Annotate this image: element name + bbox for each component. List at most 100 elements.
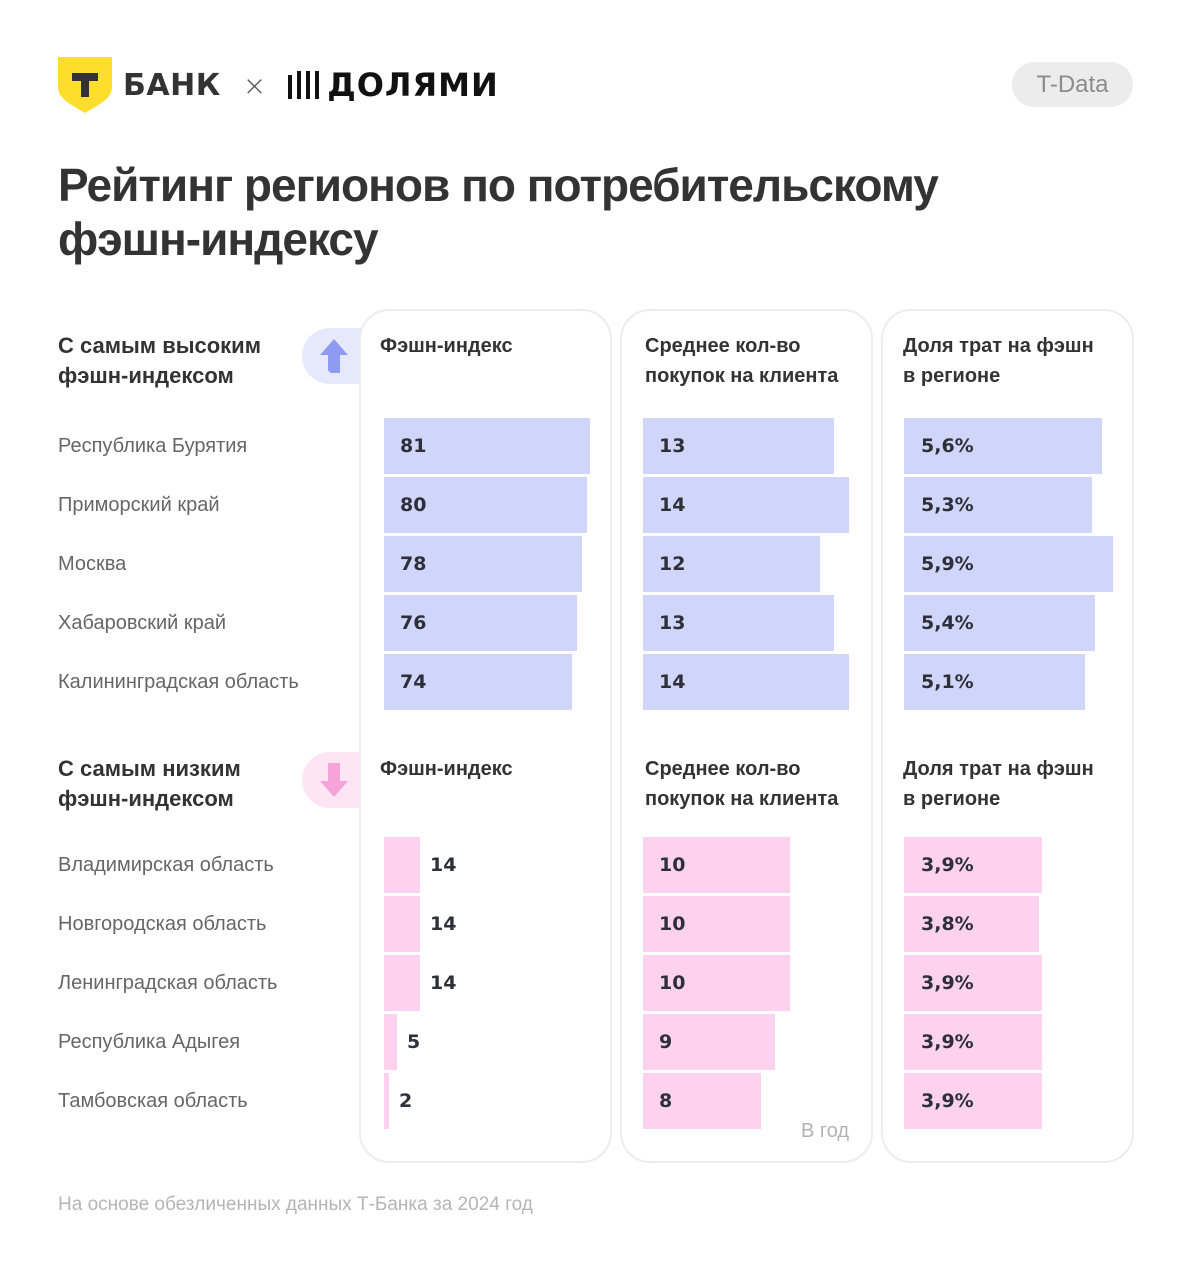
bar-value-label: 78 (400, 553, 427, 575)
col-title-fashion-share-low: Доля трат на фэшн в регионе (903, 754, 1094, 814)
bar-value-label: 76 (400, 612, 427, 634)
bar-fashion-index (384, 654, 572, 710)
bar-value-label: 80 (400, 494, 427, 516)
high-section-title-line1: С самым высоким (58, 333, 261, 358)
bar-value-label: 3,9% (921, 1031, 974, 1053)
bar-fashion-share (904, 418, 1102, 474)
region-label: Калининградская область (58, 671, 299, 693)
logo-row: БАНК × ДОЛЯМИ (58, 57, 499, 113)
col-title-fashion-index-low: Фэшн-индекс (380, 754, 513, 784)
bar-value-label: 81 (400, 435, 427, 457)
bar-fashion-index (384, 477, 587, 533)
arrow-up-icon (320, 339, 348, 373)
tbank-wordmark: БАНК (123, 67, 221, 103)
high-section-title-line2: фэшн-индексом (58, 363, 234, 388)
page-title-line2: фэшн-индексу (58, 213, 379, 265)
bar-value-label: 5,4% (921, 612, 974, 634)
col-title-line2: покупок на клиента (645, 365, 839, 387)
col-title-line1: Доля трат на фэшн (903, 758, 1094, 780)
footer-source-note: На основе обезличенных данных Т-Банка за… (58, 1194, 533, 1215)
bar-fashion-share (904, 477, 1092, 533)
col-title-fashion-index-high: Фэшн-индекс (380, 331, 513, 361)
bar-value-label: 74 (400, 671, 427, 693)
col-title-line1: Среднее кол-во (645, 758, 801, 780)
region-label: Хабаровский край (58, 612, 227, 634)
bar-value-label: 10 (659, 854, 686, 876)
bar-value-label: 14 (659, 671, 686, 693)
bar-value-label: 14 (659, 494, 686, 516)
per-year-note: В год (801, 1120, 850, 1142)
bar-value-label: 5,3% (921, 494, 974, 516)
bar-value-label: 5,9% (921, 553, 974, 575)
bar-avg-purchases (643, 477, 849, 533)
bar-value-label: 14 (430, 913, 457, 935)
bar-value-label: 3,9% (921, 854, 974, 876)
bar-fashion-share (904, 896, 1039, 952)
col-title-line1: Фэшн-индекс (380, 758, 513, 780)
bar-fashion-share (904, 1073, 1042, 1129)
bar-avg-purchases (643, 595, 834, 651)
bar-avg-purchases (643, 536, 820, 592)
col-title-line2: покупок на клиента (645, 788, 839, 810)
bar-value-label: 9 (659, 1031, 673, 1053)
bar-fashion-share (904, 955, 1042, 1011)
bar-value-label: 3,9% (921, 972, 974, 994)
bar-value-label: 14 (430, 972, 457, 994)
region-label: Москва (58, 553, 127, 575)
bar-value-label: 10 (659, 972, 686, 994)
col-title-line1: Среднее кол-во (645, 335, 801, 357)
bar-value-label: 13 (659, 612, 686, 634)
bar-fashion-index (384, 418, 590, 474)
bar-value-label: 14 (430, 854, 457, 876)
bar-avg-purchases (643, 837, 790, 893)
col-title-avg-purchases-low: Среднее кол-во покупок на клиента (645, 754, 838, 814)
high-section-title: С самым высоким фэшн-индексом (58, 331, 261, 391)
low-section-title-line2: фэшн-индексом (58, 786, 234, 811)
region-label: Приморский край (58, 494, 220, 516)
region-label: Владимирская область (58, 854, 274, 876)
arrow-down-icon (320, 763, 348, 797)
bar-fashion-index (384, 536, 582, 592)
bar-fashion-index (384, 837, 420, 893)
page-title: Рейтинг регионов по потребительскому фэш… (58, 158, 939, 266)
region-label: Республика Адыгея (58, 1031, 241, 1053)
low-section-title-line1: С самым низким (58, 756, 241, 781)
bar-fashion-index (384, 955, 420, 1011)
dolyami-logo: ДОЛЯМИ (288, 66, 499, 104)
bar-value-label: 3,9% (921, 1090, 974, 1112)
bar-value-label: 3,8% (921, 913, 974, 935)
col-title-line1: Фэшн-индекс (380, 335, 513, 357)
dolyami-bars-icon (288, 71, 320, 99)
bar-fashion-share (904, 837, 1042, 893)
page-title-line1: Рейтинг регионов по потребительскому (58, 159, 939, 211)
bar-avg-purchases (643, 955, 790, 1011)
bar-fashion-index (384, 1073, 389, 1129)
bar-avg-purchases (643, 1014, 775, 1070)
region-label: Ленинградская область (58, 972, 278, 994)
bar-avg-purchases (643, 1073, 761, 1129)
bar-value-label: 12 (659, 553, 686, 575)
region-label: Новгородская область (58, 913, 267, 935)
bar-value-label: 13 (659, 435, 686, 457)
col-title-line2: в регионе (903, 788, 1001, 810)
bar-value-label: 8 (659, 1090, 673, 1112)
bar-fashion-index (384, 896, 420, 952)
col-title-avg-purchases-high: Среднее кол-во покупок на клиента (645, 331, 838, 391)
bar-value-label: 2 (399, 1090, 413, 1112)
region-label: Тамбовская область (58, 1090, 248, 1112)
bar-value-label: 5 (407, 1031, 421, 1053)
bar-fashion-index (384, 595, 577, 651)
bar-fashion-share (904, 595, 1095, 651)
collab-separator: × (242, 68, 267, 102)
bar-fashion-index (384, 1014, 397, 1070)
col-title-fashion-share-high: Доля трат на фэшн в регионе (903, 331, 1094, 391)
tdata-badge: T-Data (1012, 62, 1133, 107)
tbank-logo-icon (58, 57, 112, 113)
dolyami-wordmark: ДОЛЯМИ (327, 66, 499, 104)
bar-value-label: 10 (659, 913, 686, 935)
bar-value-label: 5,6% (921, 435, 974, 457)
bar-value-label: 5,1% (921, 671, 974, 693)
bar-fashion-share (904, 654, 1085, 710)
bar-fashion-share (904, 536, 1113, 592)
low-section-title: С самым низким фэшн-индексом (58, 754, 241, 814)
